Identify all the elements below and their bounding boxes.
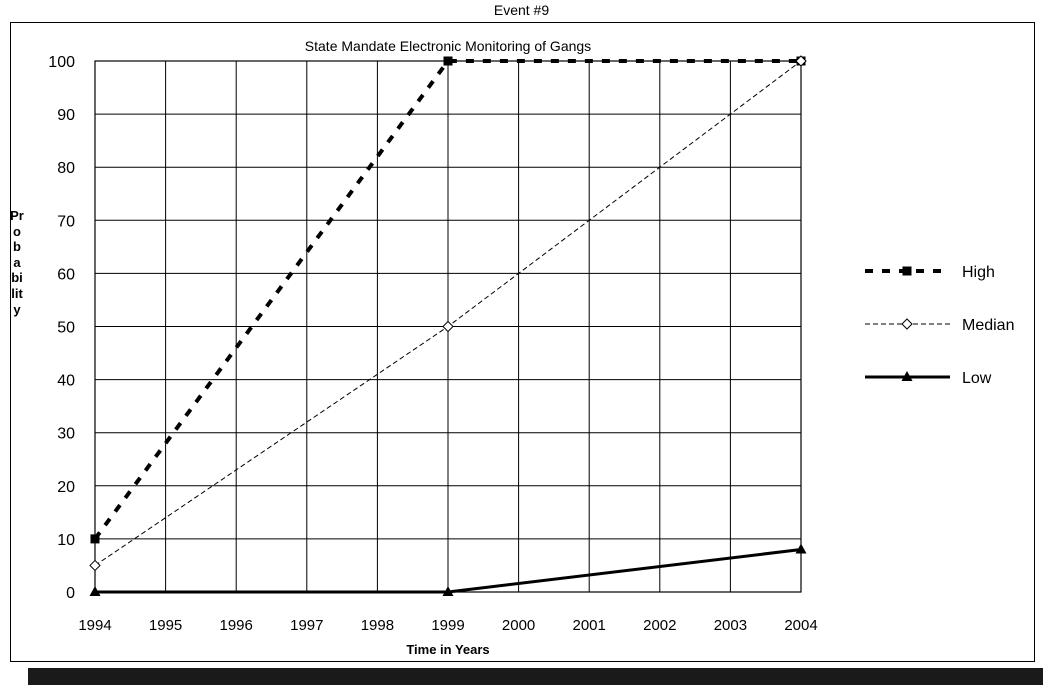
y-axis-label: Probability <box>10 208 24 317</box>
scan-bottom-band <box>28 668 1043 685</box>
chart-title: State Mandate Electronic Monitoring of G… <box>304 38 592 54</box>
event-label: Event #9 <box>493 2 550 18</box>
chart-frame <box>10 22 1035 662</box>
x-axis-label: Time in Years <box>406 642 490 657</box>
